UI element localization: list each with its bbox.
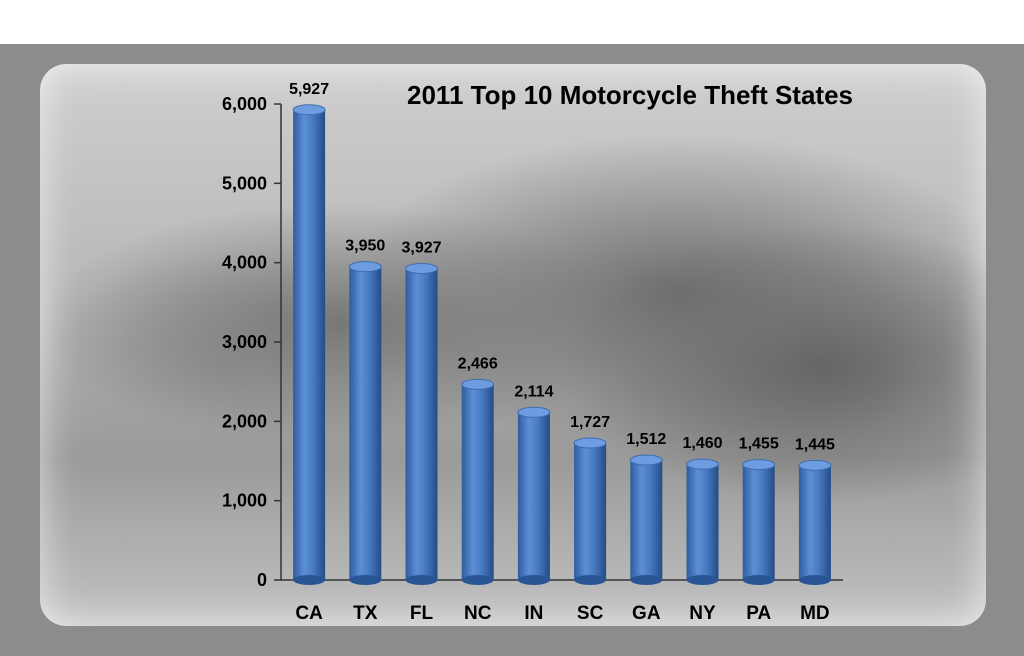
bar-body [293, 109, 326, 581]
bars [292, 104, 832, 585]
bar-in [517, 406, 551, 585]
bar-base [405, 575, 438, 585]
category-label-sc: SC [577, 603, 604, 624]
data-label-md: 1,445 [795, 436, 835, 453]
chart-title: 2011 Top 10 Motorcycle Theft States [407, 80, 853, 110]
bar-body [686, 464, 719, 580]
bar-base [742, 575, 775, 585]
category-labels: CA TX FL NC IN SC GA NY PA MD [295, 603, 829, 624]
bar-fl [405, 262, 438, 585]
bar-md [798, 459, 832, 585]
category-label-pa: PA [746, 603, 771, 624]
y-tick-label: 0 [257, 570, 267, 590]
bar-ga [629, 454, 663, 585]
y-tick-label: 2,000 [222, 411, 267, 431]
data-label-sc: 1,727 [570, 414, 610, 431]
category-label-in: IN [524, 603, 543, 624]
bar-body [405, 268, 438, 580]
category-label-fl: FL [410, 603, 434, 624]
bar-base [798, 575, 831, 585]
bar-body [630, 460, 663, 580]
data-label-nc: 2,466 [458, 355, 498, 372]
bar-body [742, 464, 775, 580]
bar-ny [686, 458, 719, 585]
bar-cap [686, 458, 719, 470]
bar-body [517, 412, 550, 580]
category-label-ca: CA [295, 603, 323, 624]
category-label-ny: NY [689, 603, 716, 624]
bar-cap [461, 378, 495, 390]
bar-body [574, 442, 607, 580]
bar-base [349, 575, 382, 585]
bar-cap [405, 262, 438, 274]
bar-cap [573, 437, 607, 449]
y-tick-label: 4,000 [222, 253, 267, 273]
y-tick-label: 6,000 [222, 94, 267, 114]
bar-pa [742, 459, 776, 585]
category-label-md: MD [800, 603, 830, 624]
bar-body [461, 384, 494, 580]
bar-body [798, 465, 831, 580]
bar-cap [798, 459, 832, 471]
y-axis-ticks: 0 1,000 2,000 3,000 4,000 5,000 6,000 [222, 94, 281, 590]
data-label-fl: 3,927 [401, 239, 441, 256]
y-tick-label: 3,000 [222, 332, 267, 352]
data-label-pa: 1,455 [739, 436, 779, 453]
data-label-ny: 1,460 [682, 435, 722, 452]
data-label-ga: 1,512 [626, 431, 666, 448]
category-label-nc: NC [464, 603, 492, 624]
bar-base [293, 575, 326, 585]
bar-tx [348, 261, 382, 585]
category-label-ga: GA [632, 603, 661, 624]
bar-cap [629, 454, 663, 466]
bar-ca [292, 104, 326, 585]
bar-cap [742, 459, 776, 471]
bar-base [630, 575, 663, 585]
bar-base [686, 575, 719, 585]
bar-base [517, 575, 550, 585]
bar-base [461, 575, 494, 585]
y-tick-label: 5,000 [222, 173, 267, 193]
bar-body [349, 266, 382, 580]
bar-cap [517, 406, 551, 418]
bar-base [574, 575, 607, 585]
data-label-tx: 3,950 [345, 238, 385, 255]
y-tick-label: 1,000 [222, 491, 267, 511]
data-label-in: 2,114 [514, 383, 553, 400]
bar-sc [573, 437, 607, 585]
category-label-tx: TX [353, 603, 378, 624]
bar-nc [461, 378, 495, 585]
bar-cap [292, 104, 326, 116]
bar-cap [348, 261, 382, 273]
data-label-ca: 5,927 [289, 81, 329, 98]
data-labels: 5,927 3,950 3,927 2,466 2,114 1,727 1,512 1,460… [289, 81, 835, 454]
